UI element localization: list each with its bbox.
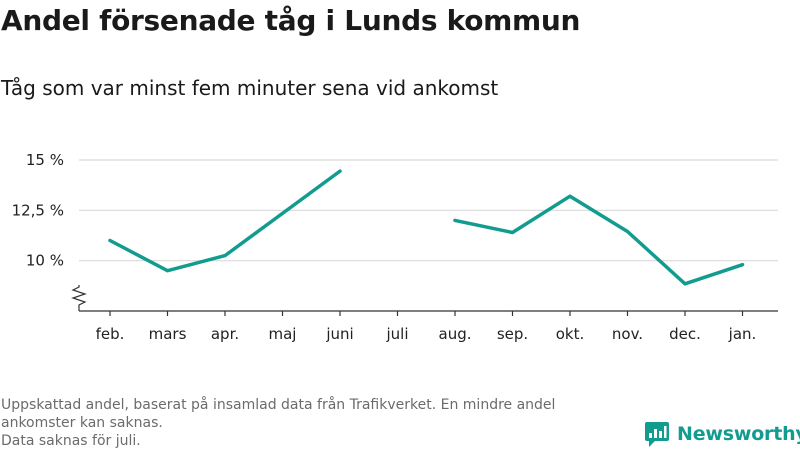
- x-tick-label: feb.: [96, 325, 125, 343]
- x-tick-label: apr.: [211, 325, 239, 343]
- chart-subtitle: Tåg som var minst fem minuter sena vid a…: [1, 76, 499, 100]
- x-tick-label: jan.: [728, 325, 757, 343]
- x-tick-label: juli: [385, 325, 408, 343]
- axis-break-icon: [71, 285, 87, 311]
- x-tick-label: nov.: [612, 325, 643, 343]
- grid-lines: [79, 159, 778, 262]
- footnote: Uppskattad andel, baserat på insamlad da…: [1, 396, 641, 450]
- footnote-line: ankomster kan saknas.: [1, 415, 163, 431]
- footnote-line: Data saknas för juli.: [1, 433, 141, 449]
- series-lines: [108, 169, 745, 286]
- x-tick-label: okt.: [556, 325, 585, 343]
- brand-logo: Newsworthy: [644, 420, 800, 448]
- chart-title: Andel försenade tåg i Lunds kommun: [1, 4, 581, 37]
- footnote-line: Uppskattad andel, baserat på insamlad da…: [1, 397, 556, 413]
- series-line: [453, 194, 745, 286]
- y-tick-label: 10 %: [26, 252, 64, 270]
- x-tick-label: dec.: [669, 325, 701, 343]
- x-axis-ticks: feb. mars apr. maj juni juli aug. sep. okt. nov. d…: [96, 311, 757, 343]
- x-axis: [71, 285, 778, 312]
- y-axis-ticks: 10 % 12,5 % 15 %: [12, 151, 64, 270]
- x-tick-label: sep.: [497, 325, 528, 343]
- newsworthy-icon: [645, 422, 669, 447]
- brand-name: Newsworthy: [677, 423, 800, 445]
- y-tick-label: 12,5 %: [12, 201, 64, 219]
- x-tick-label: maj: [269, 325, 297, 343]
- series-line: [108, 169, 342, 273]
- x-tick-label: juni: [325, 325, 353, 343]
- x-tick-label: mars: [149, 325, 187, 343]
- line-chart: 10 % 12,5 % 15 % feb. mars apr. maj juni juli au…: [12, 151, 778, 343]
- y-tick-label: 15 %: [26, 151, 64, 169]
- x-tick-label: aug.: [439, 325, 472, 343]
